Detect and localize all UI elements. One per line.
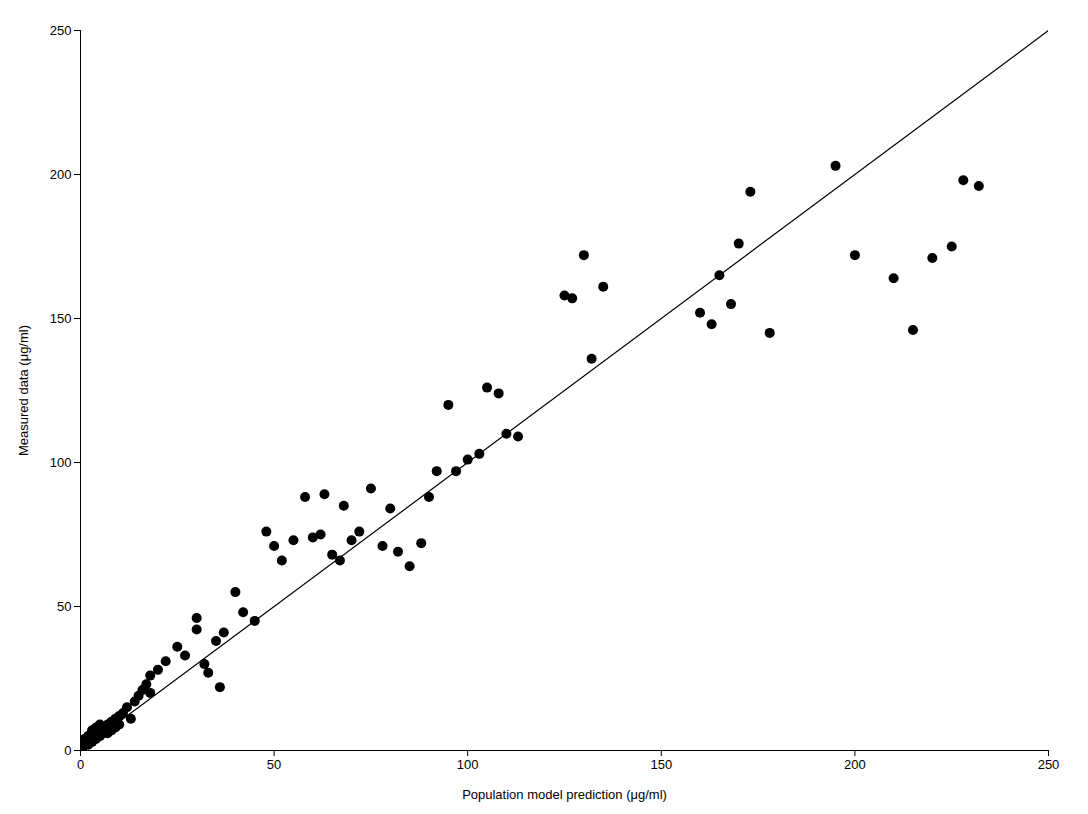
svg-text:250: 250 xyxy=(50,23,72,38)
svg-text:0: 0 xyxy=(64,743,71,758)
svg-text:250: 250 xyxy=(1038,757,1060,772)
svg-text:Population model prediction (μ: Population model prediction (μg/ml) xyxy=(462,787,667,802)
svg-text:150: 150 xyxy=(650,757,672,772)
svg-text:200: 200 xyxy=(50,167,72,182)
svg-text:50: 50 xyxy=(267,757,281,772)
svg-text:150: 150 xyxy=(50,311,72,326)
svg-text:0: 0 xyxy=(77,757,84,772)
svg-text:100: 100 xyxy=(50,455,72,470)
svg-text:Measured data (μg/ml): Measured data (μg/ml) xyxy=(16,325,31,456)
svg-text:50: 50 xyxy=(57,599,71,614)
svg-text:200: 200 xyxy=(844,757,866,772)
svg-text:100: 100 xyxy=(457,757,479,772)
